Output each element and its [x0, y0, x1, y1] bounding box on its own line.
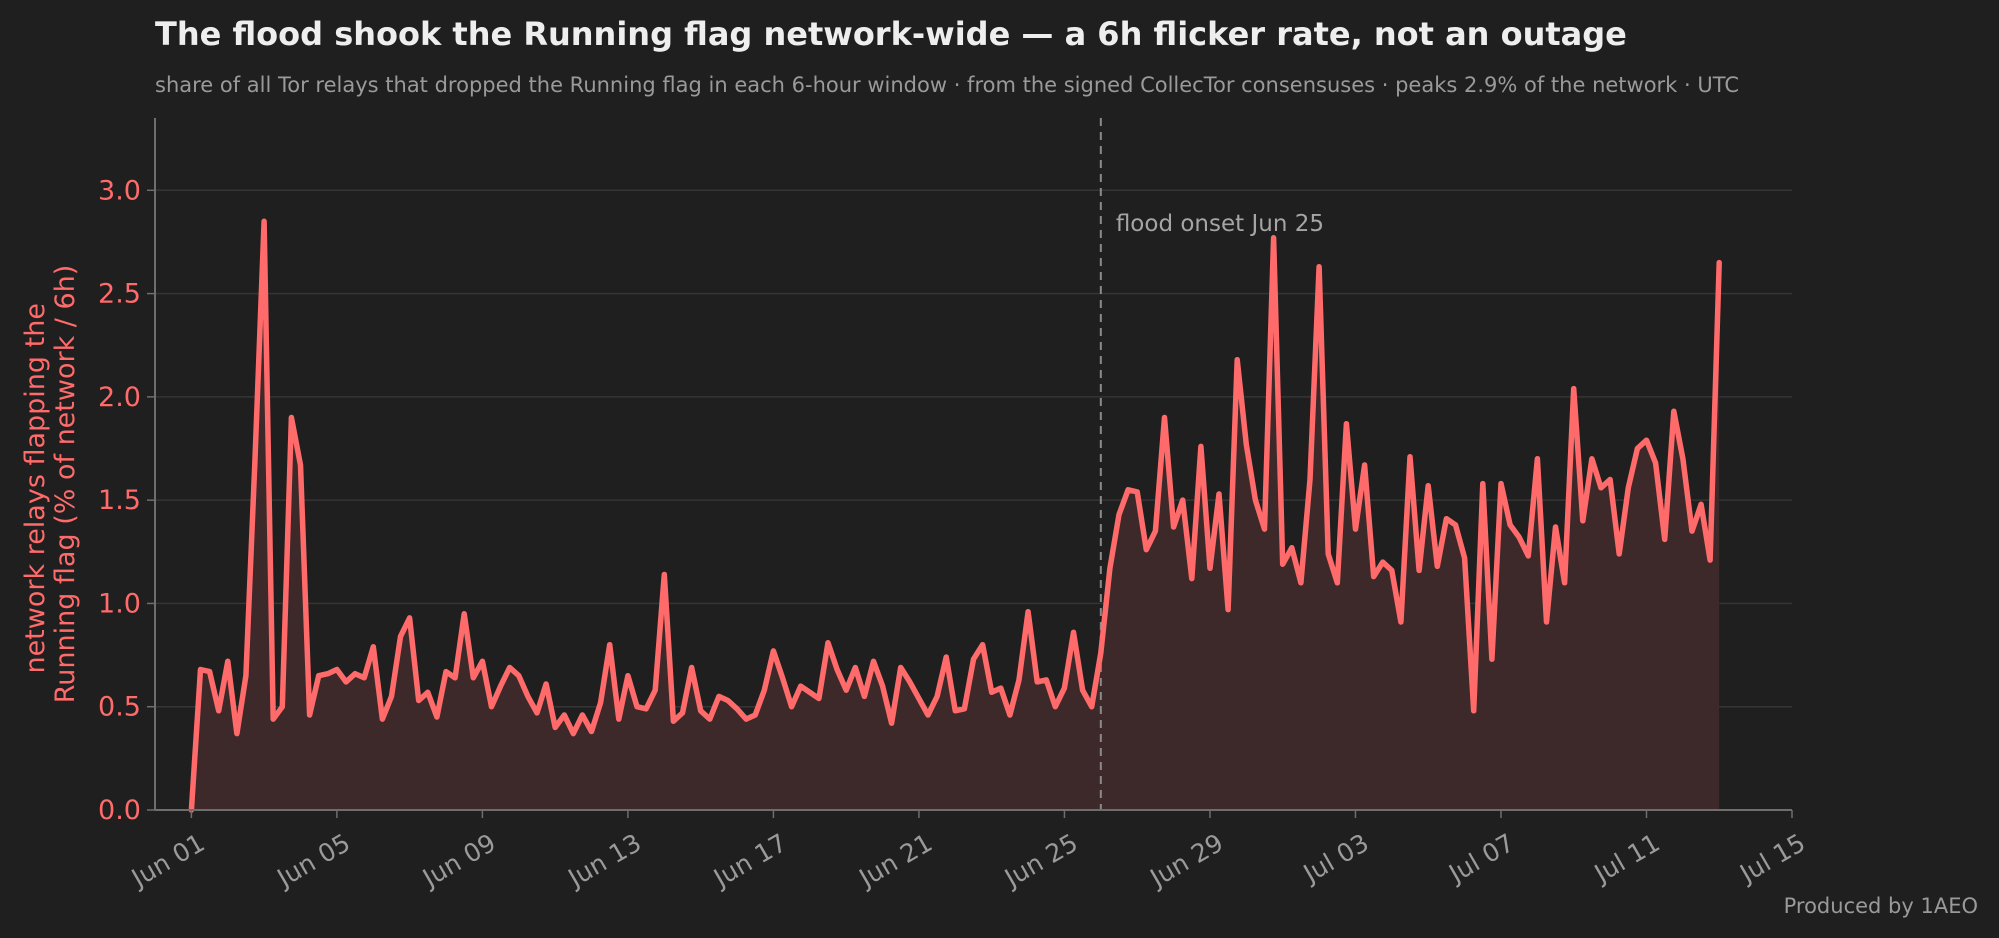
y-tick-label: 0.0	[98, 795, 141, 826]
flood-onset-label: flood onset Jun 25	[1116, 211, 1324, 237]
y-tick-label: 0.5	[98, 692, 141, 723]
y-tick-label: 3.0	[98, 175, 141, 206]
y-tick-labels: 0.0 0.5 1.0 1.5 2.0 2.5 3.0	[98, 175, 141, 826]
y-axis-label-line-2: Running flag (% of network / 6h)	[50, 265, 81, 704]
axes	[147, 118, 1793, 818]
chart-title: The flood shook the Running flag network…	[155, 15, 1627, 53]
y-tick-label: 1.5	[98, 485, 141, 516]
area-fill	[191, 221, 1720, 811]
footer-credit: Produced by 1AEO	[1784, 894, 1978, 918]
chart-subtitle: share of all Tor relays that dropped the…	[155, 73, 1739, 97]
y-tick-label: 1.0	[98, 588, 141, 619]
y-axis-label-line-1: network relays flapping the	[20, 303, 51, 674]
y-tick-label: 2.5	[98, 279, 141, 310]
y-axis-label: network relays flapping the Running flag…	[20, 265, 81, 704]
annotations: flood onset Jun 25	[1099, 118, 1324, 810]
series-line	[188, 218, 1722, 813]
y-tick-label: 2.0	[98, 382, 141, 413]
